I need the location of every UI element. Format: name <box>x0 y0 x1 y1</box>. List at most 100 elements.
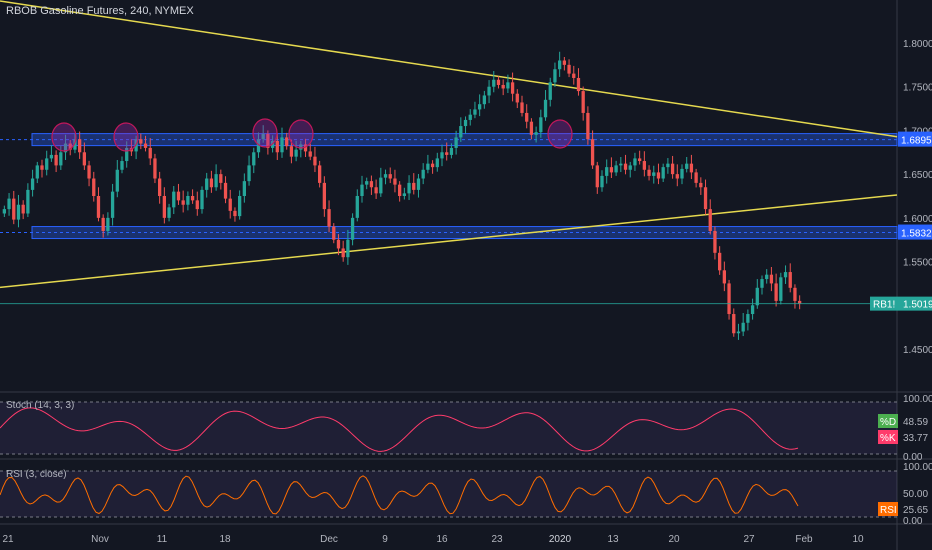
candle-body <box>774 283 778 301</box>
x-tick-label: 20 <box>668 534 680 545</box>
x-tick-label: 13 <box>607 534 619 545</box>
candle-body <box>421 169 425 179</box>
candle-body <box>63 143 68 153</box>
candle-body <box>412 182 416 190</box>
x-tick-label: 9 <box>382 534 388 545</box>
chart-title: RBOB Gasoline Futures, 240, NYMEX <box>6 5 194 17</box>
candle-body <box>713 230 717 253</box>
candle-body <box>586 112 590 140</box>
y-tick-label: 1.6000 <box>903 214 932 225</box>
candle-body <box>605 167 609 176</box>
candle-body <box>449 147 454 155</box>
candle-body <box>543 99 548 118</box>
candle-body <box>638 158 642 162</box>
candle-body <box>562 60 566 65</box>
candle-body <box>379 177 383 194</box>
candle-body <box>600 175 604 188</box>
candle-body <box>393 178 397 185</box>
candle-body <box>708 209 712 231</box>
x-tick-label: Nov <box>91 534 109 545</box>
candle-body <box>445 152 449 155</box>
candle-body <box>675 174 679 179</box>
candle-body <box>294 149 298 157</box>
candle-body <box>256 139 261 153</box>
candle-body <box>430 163 435 168</box>
y-tick-label: 1.5500 <box>903 258 932 269</box>
candle-body <box>581 91 585 113</box>
candle-body <box>87 165 91 179</box>
candle-body <box>501 84 505 89</box>
candle-body <box>214 174 218 188</box>
stoch-d-tag <box>878 414 898 428</box>
candle-body <box>722 270 726 284</box>
trendline <box>0 0 898 138</box>
candle-body <box>506 82 510 89</box>
last-price-tag <box>870 296 932 311</box>
candle-body <box>468 114 472 120</box>
candle-body <box>558 60 562 70</box>
candle-body <box>120 161 124 170</box>
candle-body <box>332 226 336 240</box>
candle-body <box>92 178 96 196</box>
candle-body <box>209 178 214 188</box>
candle-body <box>718 252 722 271</box>
last-price-symbol: RB1! <box>873 300 895 311</box>
candle-body <box>350 217 355 240</box>
level-tag <box>898 224 932 240</box>
candle-body <box>78 139 82 153</box>
x-tick-label: 11 <box>157 534 168 545</box>
candle-body <box>40 165 44 170</box>
candle-body <box>336 239 341 249</box>
rsi-tick: 50.00 <box>903 489 928 500</box>
candle-body <box>327 209 331 227</box>
x-tick-label: 27 <box>743 534 755 545</box>
candle-body <box>261 133 265 140</box>
candle-body <box>614 165 618 173</box>
candle-body <box>416 178 421 190</box>
candle-body <box>755 287 759 306</box>
candle-body <box>143 143 148 148</box>
x-tick-label: Dec <box>320 534 338 545</box>
rsi-tick: 0.00 <box>903 516 923 527</box>
highlight-ellipse <box>547 119 573 149</box>
candle-body <box>548 82 552 100</box>
candle-body <box>167 207 171 218</box>
rsi-label: RSI <box>880 505 897 516</box>
stoch-d-label: %D <box>880 417 896 428</box>
candle-body <box>233 210 237 217</box>
candle-body <box>595 165 599 188</box>
candle-body <box>16 204 21 220</box>
candle-body <box>96 196 101 218</box>
candle-body <box>656 172 661 179</box>
level-tag-label: 1.6895 <box>901 136 932 147</box>
candle-body <box>487 86 491 96</box>
candle-body <box>628 165 632 170</box>
x-tick-label: 21 <box>2 534 14 545</box>
candle-body <box>732 314 736 334</box>
stoch-tick: 0.00 <box>903 452 923 463</box>
candle-body <box>689 163 694 173</box>
candle-body <box>440 152 444 159</box>
candle-body <box>308 151 312 157</box>
candle-body <box>525 112 529 122</box>
candle-body <box>341 248 345 258</box>
candle-body <box>703 187 708 210</box>
candle-body <box>619 163 623 166</box>
candle-body <box>642 161 646 170</box>
candle-body <box>798 300 802 304</box>
candle-body <box>59 152 63 166</box>
candle-body <box>539 117 543 133</box>
candle-body <box>7 198 11 210</box>
level-tag <box>898 131 932 147</box>
candle-body <box>765 274 769 280</box>
candle-body <box>510 82 515 94</box>
candle-body <box>407 182 411 194</box>
candle-body <box>299 144 303 150</box>
rsi-value: 25.65 <box>903 505 928 516</box>
candle-body <box>520 102 524 113</box>
candle-body <box>779 277 783 301</box>
candle-body <box>360 184 364 196</box>
candle-body <box>666 163 670 168</box>
candle-body <box>228 198 232 211</box>
